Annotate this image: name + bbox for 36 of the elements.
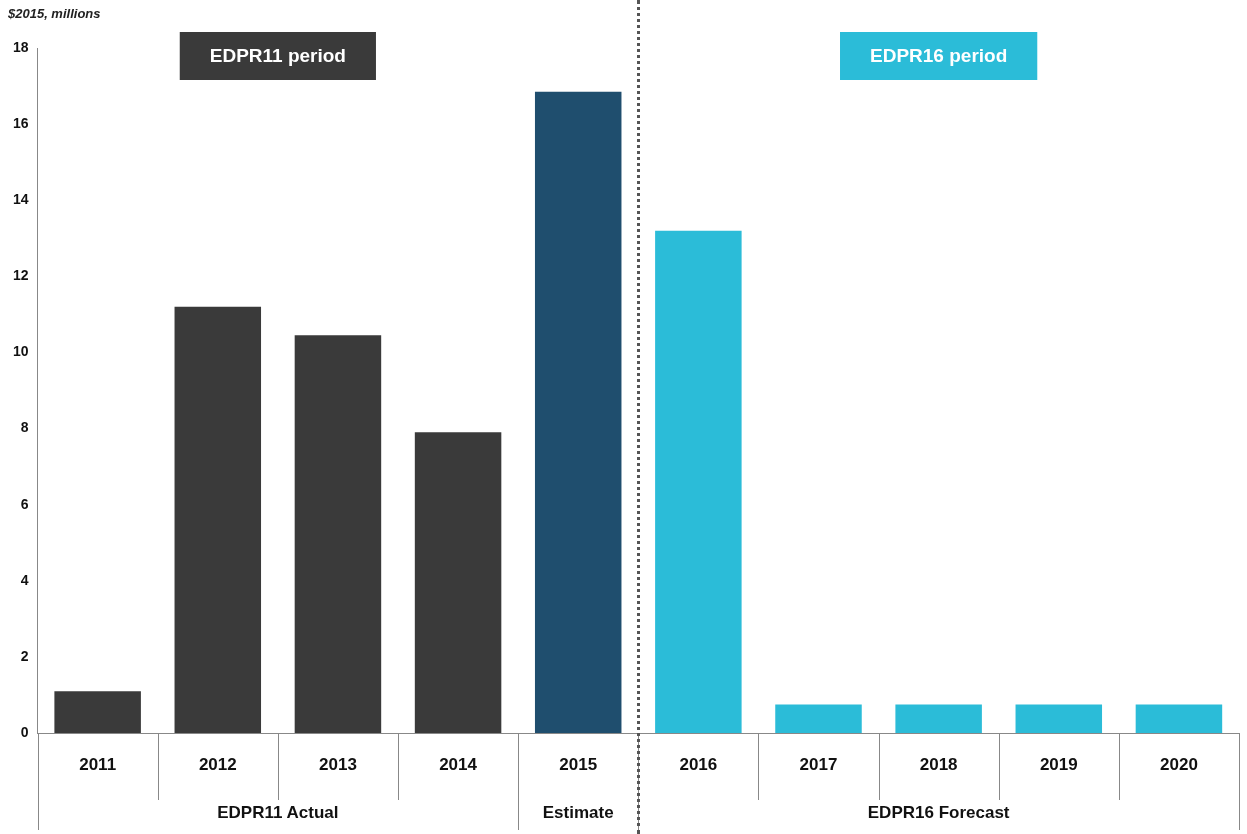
bar (294, 335, 382, 733)
y-tick-label: 2 (20, 647, 29, 664)
y-tick-label: 10 (12, 343, 29, 360)
text: EDPR16 Forecast (867, 802, 1010, 822)
y-tick-label: 14 (12, 191, 29, 208)
x-tick-label: 2014 (439, 754, 478, 774)
y-tick-label: 0 (20, 723, 29, 740)
x-tick-label: 2016 (679, 754, 718, 774)
bar (1135, 704, 1223, 733)
bar (895, 704, 982, 733)
bar (174, 306, 262, 733)
annotation: EDPR16 period (870, 45, 1008, 67)
bar (655, 230, 742, 733)
x-tick-label: 2018 (919, 754, 958, 774)
text: EDPR11 Actual (217, 802, 339, 822)
x-tick-label: 2020 (1160, 754, 1198, 774)
y-tick-label: 16 (12, 114, 29, 131)
x-tick-label: 2011 (79, 754, 117, 774)
annotation: EDPR11 period (209, 45, 346, 67)
x-tick-label: 2015 (559, 754, 598, 774)
y-tick-label: 6 (20, 495, 29, 512)
x-tick-label: 2019 (1039, 754, 1078, 774)
y-tick-label: 8 (20, 419, 29, 436)
y-axis-title: $2015, millions (7, 5, 101, 21)
y-tick-label: 12 (12, 267, 29, 284)
bar (414, 432, 502, 733)
y-tick-label: 18 (12, 38, 29, 55)
x-tick-label: 2017 (799, 754, 838, 774)
y-tick-label: 4 (20, 571, 29, 588)
bar (775, 704, 862, 733)
bar (1015, 704, 1103, 733)
x-tick-label: 2012 (198, 754, 237, 774)
bar (534, 91, 622, 733)
bar (54, 691, 141, 733)
x-tick-label: 2013 (319, 754, 357, 774)
text: Estimate (542, 802, 614, 822)
